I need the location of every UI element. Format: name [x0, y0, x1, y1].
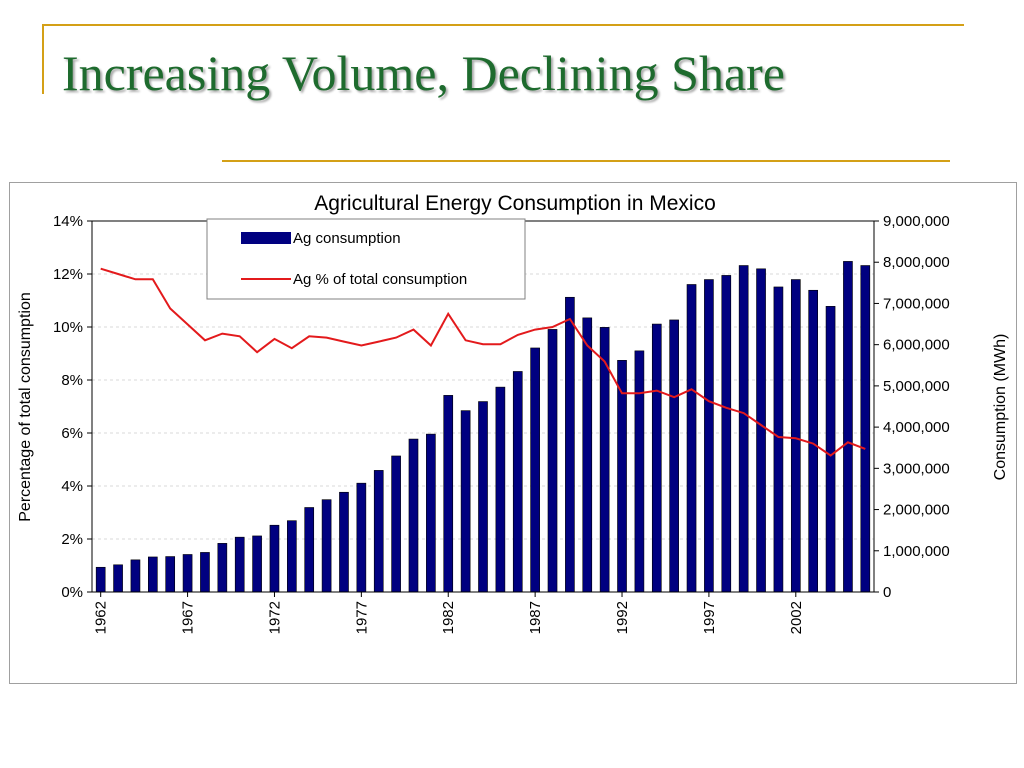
x-tick-label: 1982 [440, 601, 457, 634]
bar-1989 [565, 296, 575, 593]
right-tick-label: 0 [883, 584, 891, 601]
legend-bar-label: Ag consumption [293, 230, 401, 247]
bar-1987 [530, 347, 540, 593]
left-tick-label: 14% [53, 213, 83, 230]
x-tick-label: 1977 [353, 601, 370, 634]
left-tick-label: 8% [61, 372, 83, 389]
bar-1964 [130, 559, 141, 593]
x-tick-label: 1967 [180, 601, 197, 634]
bar-1962 [95, 566, 106, 593]
bar-1977 [356, 482, 367, 593]
slide-title: Increasing Volume, Declining Share [62, 45, 785, 101]
title-underline [222, 160, 950, 162]
bar-1990 [582, 317, 593, 593]
right-tick-label: 8,000,000 [883, 254, 950, 271]
bar-1968 [200, 552, 210, 593]
bar-1995 [669, 319, 679, 593]
bar-1969 [217, 543, 228, 593]
x-tick-label: 1962 [93, 601, 110, 634]
left-tick-label: 4% [61, 478, 83, 495]
x-tick-label: 1997 [701, 601, 718, 634]
legend: Ag consumption Ag % of total consumption [206, 218, 526, 300]
right-tick-label: 9,000,000 [883, 213, 950, 230]
right-tick-label: 2,000,000 [883, 502, 950, 519]
bar-1971 [252, 535, 262, 593]
ag-share-line [100, 267, 866, 457]
bar-1986 [512, 371, 523, 593]
bar-1972 [269, 524, 280, 593]
bar-1980 [408, 438, 419, 593]
bar-1966 [165, 556, 176, 593]
bar-1965 [148, 556, 158, 593]
x-tick-label: 1992 [614, 601, 631, 634]
bar-1988 [547, 329, 558, 593]
left-tick-label: 0% [61, 584, 83, 601]
bar-1975 [321, 499, 332, 593]
x-tick-label: 2002 [788, 601, 805, 634]
chart-frame: Agricultural Energy Consumption in Mexic… [9, 182, 1017, 684]
bar-1993 [634, 350, 645, 593]
bar-1992 [617, 360, 627, 593]
bar-1978 [373, 470, 384, 593]
left-tick-label: 10% [53, 319, 83, 336]
right-tick-label: 7,000,000 [883, 295, 950, 312]
right-tick-label: 3,000,000 [883, 460, 950, 477]
left-tick-label: 2% [61, 531, 83, 548]
x-tick-label: 1972 [266, 601, 283, 634]
bar-1963 [113, 564, 123, 593]
bar-2003 [808, 289, 818, 593]
bar-1984 [478, 401, 488, 593]
bar-1976 [339, 491, 349, 593]
top-accent-line [44, 24, 964, 26]
legend-line-label: Ag % of total consumption [293, 271, 467, 288]
bar-1973 [287, 520, 297, 593]
right-tick-label: 6,000,000 [883, 337, 950, 354]
bar-2000 [756, 268, 766, 593]
right-axis-label: Consumption (MWh) [992, 334, 1009, 481]
bar-1994 [651, 323, 662, 593]
left-tick-label: 6% [61, 425, 83, 442]
bar-1974 [304, 507, 315, 593]
bar-1985 [495, 386, 506, 593]
bar-1967 [182, 554, 193, 593]
right-tick-label: 5,000,000 [883, 378, 950, 395]
bar-2005 [843, 261, 853, 593]
right-tick-label: 1,000,000 [883, 543, 950, 560]
bar-1982 [443, 395, 454, 593]
bar-1983 [460, 410, 471, 593]
bar-1998 [721, 275, 732, 593]
left-accent-line [42, 24, 44, 94]
chart-title: Agricultural Energy Consumption in Mexic… [314, 192, 716, 215]
left-tick-label: 12% [53, 266, 83, 283]
bar-1979 [391, 455, 401, 593]
bar-1970 [234, 536, 245, 593]
x-tick-label: 1987 [527, 601, 544, 634]
bar-1981 [426, 433, 436, 593]
bar-2006 [860, 265, 871, 593]
bar-2002 [790, 279, 801, 593]
bar-2004 [825, 306, 836, 593]
right-tick-label: 4,000,000 [883, 419, 950, 436]
bar-2001 [773, 286, 784, 593]
left-axis-label: Percentage of total consumption [17, 292, 34, 521]
bar-1997 [704, 279, 714, 593]
bar-1999 [738, 265, 749, 593]
bar-1996 [686, 284, 697, 593]
energy-chart: Agricultural Energy Consumption in Mexic… [17, 192, 1009, 634]
legend-bar-swatch [241, 232, 291, 244]
